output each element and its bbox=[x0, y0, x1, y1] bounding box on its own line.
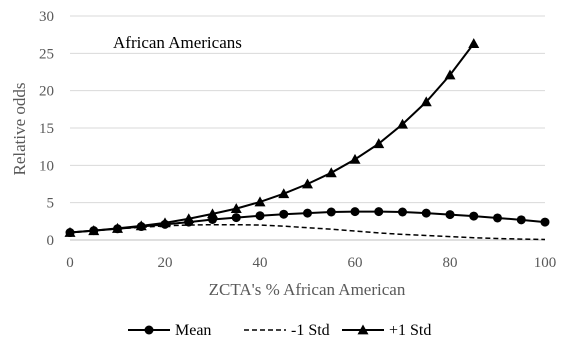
series-1 bbox=[65, 207, 550, 238]
data-point bbox=[374, 207, 384, 217]
y-tick-label: 15 bbox=[39, 121, 54, 137]
legend-item: Mean bbox=[128, 322, 211, 339]
data-point bbox=[469, 211, 479, 221]
data-point bbox=[398, 207, 407, 217]
x-axis-title: ZCTA's % African American bbox=[209, 280, 406, 299]
data-point bbox=[302, 178, 313, 189]
legend: Mean -1 Std +1 Std bbox=[128, 322, 431, 339]
series-layer bbox=[64, 38, 550, 241]
series-line bbox=[69, 43, 475, 234]
chart-annotation: African Americans bbox=[113, 33, 242, 52]
legend-label: Mean bbox=[175, 322, 211, 339]
legend-label: -1 Std bbox=[291, 322, 330, 339]
data-point bbox=[516, 215, 526, 225]
legend-item: -1 Std bbox=[244, 322, 330, 339]
y-tick-label: 5 bbox=[47, 196, 55, 212]
data-point bbox=[135, 220, 147, 231]
data-point bbox=[64, 227, 76, 237]
data-point bbox=[159, 217, 171, 228]
x-tick-label: 40 bbox=[253, 255, 268, 271]
data-point bbox=[397, 118, 408, 129]
y-tick-label: 20 bbox=[39, 84, 54, 100]
data-point bbox=[231, 213, 241, 223]
x-tick-label: 100 bbox=[534, 255, 557, 271]
data-point bbox=[421, 208, 431, 218]
legend-item: +1 Std bbox=[342, 322, 431, 339]
data-point bbox=[303, 208, 312, 218]
data-point bbox=[326, 207, 336, 217]
y-tick-label: 10 bbox=[39, 158, 54, 174]
y-tick-label: 0 bbox=[47, 233, 55, 249]
data-point bbox=[350, 207, 360, 217]
data-point bbox=[278, 188, 290, 199]
data-point bbox=[230, 203, 242, 214]
data-point bbox=[325, 167, 337, 178]
data-point bbox=[112, 222, 123, 233]
data-point bbox=[255, 211, 265, 221]
data-point bbox=[183, 213, 195, 224]
tick-labels: 0 5 10 15 20 25 30 0 20 40 60 80 100 bbox=[39, 9, 556, 271]
data-point bbox=[540, 217, 550, 227]
y-tick-label: 30 bbox=[39, 9, 54, 25]
x-tick-label: 0 bbox=[66, 255, 74, 271]
legend-marker bbox=[144, 325, 154, 335]
data-point bbox=[207, 208, 218, 219]
x-tick-label: 60 bbox=[348, 255, 363, 271]
data-point bbox=[88, 225, 100, 236]
legend-label: +1 Std bbox=[389, 322, 431, 339]
data-point bbox=[444, 69, 456, 80]
data-point bbox=[493, 213, 502, 223]
data-point bbox=[373, 138, 385, 149]
data-point bbox=[445, 210, 455, 220]
data-point bbox=[279, 209, 289, 219]
legend-marker bbox=[357, 324, 369, 335]
data-point bbox=[420, 96, 432, 107]
gridlines bbox=[70, 15, 545, 204]
y-tick-label: 25 bbox=[39, 46, 54, 62]
series-line bbox=[69, 223, 546, 241]
series-2 bbox=[69, 223, 546, 241]
series-3 bbox=[64, 38, 480, 237]
data-point bbox=[468, 38, 480, 49]
x-tick-label: 80 bbox=[443, 255, 458, 271]
y-axis-title: Relative odds bbox=[10, 82, 29, 175]
data-point bbox=[349, 153, 361, 164]
x-tick-label: 20 bbox=[158, 255, 173, 271]
data-point bbox=[254, 196, 266, 207]
